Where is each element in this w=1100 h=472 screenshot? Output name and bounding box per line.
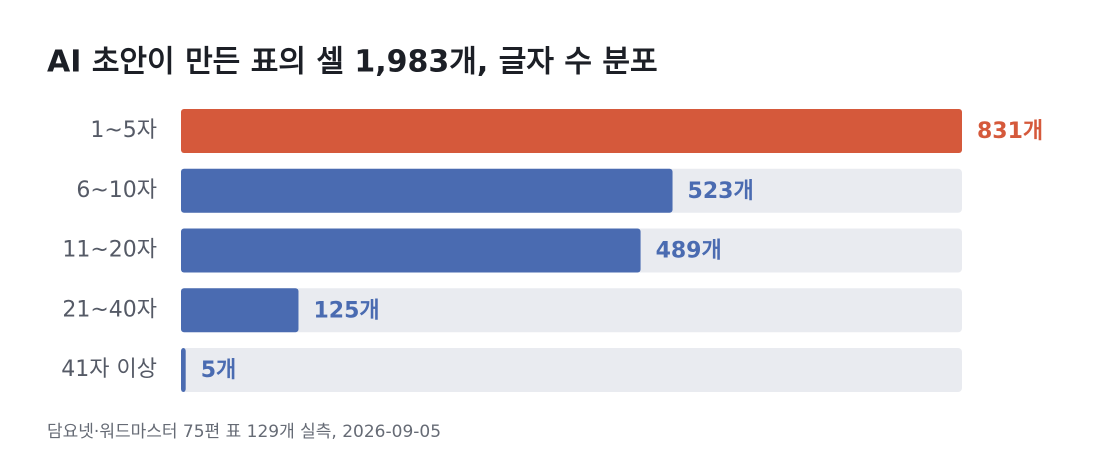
value-label: 5개 bbox=[201, 358, 237, 383]
category-label: 41자 이상 bbox=[61, 357, 157, 382]
category-label: 21~40자 bbox=[62, 297, 157, 322]
bar bbox=[181, 228, 641, 273]
category-label: 6~10자 bbox=[76, 178, 157, 203]
value-label: 523개 bbox=[688, 179, 754, 204]
value-label: 831개 bbox=[977, 119, 1043, 144]
chart-title: AI 초안이 만든 표의 셀 1,983개, 글자 수 분포 bbox=[47, 45, 658, 80]
bar bbox=[181, 109, 962, 153]
bar bbox=[181, 348, 186, 392]
value-label: 489개 bbox=[656, 239, 722, 264]
value-label: 125개 bbox=[313, 298, 379, 323]
bar bbox=[181, 168, 673, 213]
bar-track bbox=[181, 348, 962, 392]
source-note: 담요넷·워드마스터 75편 표 129개 실측, 2026-09-05 bbox=[47, 422, 441, 442]
category-label: 1~5자 bbox=[90, 118, 157, 143]
bar bbox=[181, 288, 299, 333]
category-label: 11~20자 bbox=[62, 238, 157, 263]
bar-track bbox=[181, 288, 962, 333]
